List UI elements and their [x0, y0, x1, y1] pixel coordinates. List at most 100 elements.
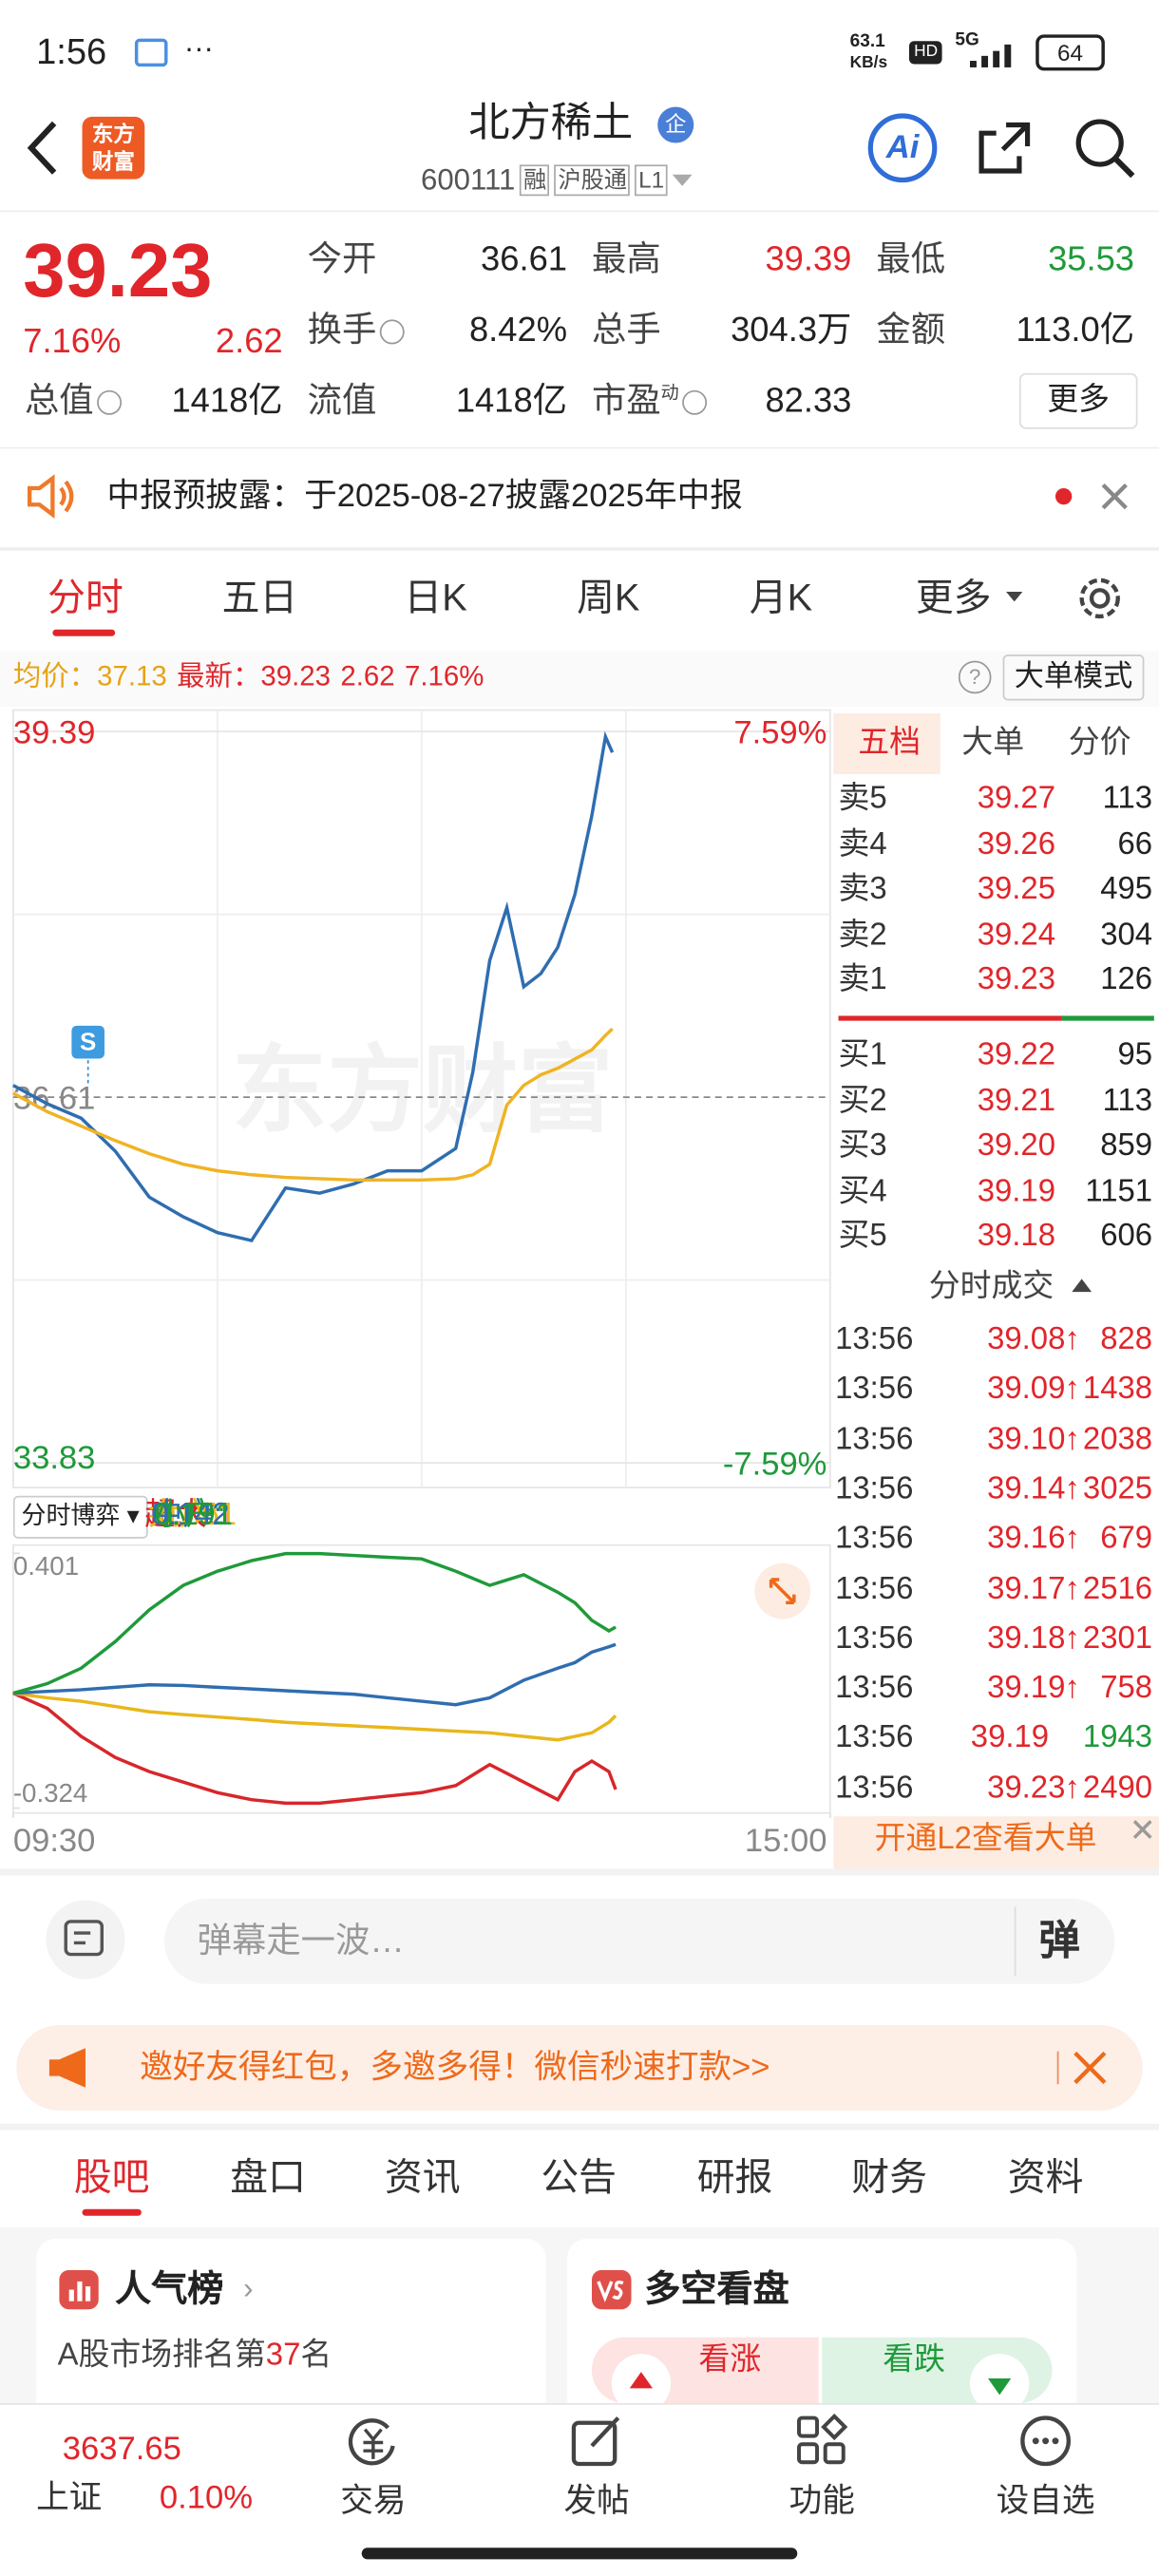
nav-label[interactable]: 功能 [788, 2483, 855, 2520]
share-button[interactable] [973, 117, 1036, 180]
banner-text: 邀好友得红包，多邀多得！微信秒速打款>> [140, 2049, 770, 2086]
flow-title[interactable]: 分时博弈 ▾ [12, 1495, 148, 1539]
sub-tab[interactable]: 资讯 [384, 2155, 461, 2199]
net-unit: KB/s [849, 54, 888, 73]
index-pct[interactable]: 0.10% [159, 2480, 254, 2517]
field-label: 金额 [876, 311, 946, 350]
book-tab[interactable]: 大单 [961, 726, 1025, 761]
field-value: 8.42% [468, 311, 568, 350]
trade-dir: ↑ [1064, 1372, 1080, 1408]
trade-dir: ↑ [1064, 1620, 1080, 1657]
tab[interactable]: 周K [577, 576, 640, 619]
series-line [12, 730, 615, 1242]
settings-button[interactable] [1074, 572, 1126, 624]
tab[interactable]: 分时 [48, 576, 124, 619]
nav-label[interactable]: 发帖 [563, 2483, 630, 2520]
down-label: 看跌 [883, 2342, 946, 2378]
field-value: 1418亿 [455, 382, 568, 420]
nav-label[interactable]: 交易 [340, 2483, 407, 2520]
watermark: 东方财富 [232, 1037, 613, 1144]
price: 39.23 [23, 227, 213, 313]
book-tab[interactable]: 五档 [858, 726, 922, 761]
book-label: 卖3 [838, 872, 887, 907]
back-button[interactable] [23, 119, 63, 178]
sub-tab[interactable]: 研报 [696, 2155, 773, 2199]
index-name[interactable]: 上证 [36, 2480, 103, 2517]
book-volume: 304 [1100, 917, 1153, 953]
chart-frame [11, 1544, 831, 1814]
banner[interactable] [16, 2024, 1143, 2111]
trade-volume: 2301 [1082, 1620, 1153, 1657]
sub-tab[interactable]: 财务 [851, 2155, 927, 2199]
chat-placeholder: 弹幕走一波… [197, 1922, 405, 1960]
tab[interactable]: 日K [404, 576, 467, 619]
tab[interactable]: 五日 [221, 576, 298, 619]
book-tab[interactable]: 分价 [1068, 726, 1131, 761]
tab-underline [52, 629, 116, 636]
field-value: 36.61 [481, 240, 568, 279]
divider [0, 210, 1159, 213]
big-order-mode[interactable]: 大单模式 [1002, 654, 1145, 700]
series-line [12, 1692, 618, 1806]
sub-tab[interactable]: 资料 [1007, 2155, 1084, 2199]
book-label: 卖5 [838, 782, 887, 817]
divider [1014, 1906, 1016, 1977]
tab[interactable]: 月K [749, 576, 813, 619]
sub-tab[interactable]: 股吧 [73, 2155, 150, 2199]
help-icon[interactable]: ? [958, 660, 992, 694]
field-value: 113.0亿 [1016, 311, 1135, 350]
sub-tab[interactable]: 公告 [541, 2155, 617, 2199]
more-button[interactable]: 更多 [1018, 372, 1138, 429]
book-volume: 113 [1102, 1083, 1153, 1118]
info-icon[interactable] [682, 389, 708, 415]
search-button[interactable] [1072, 115, 1137, 180]
book-volume: 113 [1102, 782, 1153, 817]
book-volume: 606 [1100, 1219, 1153, 1254]
stock-code: 600111 [421, 162, 516, 197]
l2-text[interactable]: 开通L2查看大单 [874, 1822, 1097, 1857]
ai-button[interactable]: Ai [867, 113, 938, 183]
trade-time: 13:56 [835, 1620, 914, 1657]
legend-value: -0.271 [144, 1498, 234, 1533]
field-value: 82.33 [765, 382, 852, 420]
logo: 东方 财富 [82, 116, 145, 180]
series-line [12, 1642, 617, 1707]
book-volume: 495 [1100, 872, 1153, 907]
active-tab-bg [833, 713, 940, 775]
divider [0, 1868, 1159, 1876]
close-button[interactable] [1072, 2050, 1108, 2086]
stock-name: 北方稀土 [468, 100, 634, 147]
rank-text: A股市场排名第37名 [58, 2339, 332, 2376]
chat-icon[interactable] [45, 1899, 127, 1981]
book-label: 卖1 [838, 962, 887, 997]
legend-value: -0.061 [147, 1498, 237, 1533]
field-label: 市盈动 [592, 380, 708, 422]
close-button[interactable] [1098, 480, 1131, 513]
flow-title-text: 分时博弈 [21, 1502, 121, 1531]
trade-price: 39.16 [987, 1522, 1066, 1557]
book-volume: 126 [1100, 962, 1153, 997]
nav-label[interactable]: 设自选 [996, 2483, 1095, 2520]
tag: 沪股通 [554, 165, 631, 197]
battery: 64 [1036, 34, 1105, 71]
trades-title[interactable]: 分时成交 [928, 1269, 1054, 1305]
rank-card[interactable] [36, 2238, 546, 2420]
book-label: 卖4 [838, 826, 887, 862]
watch-icon [1020, 2415, 1071, 2467]
info-icon[interactable] [379, 319, 405, 345]
collapse-arrow [1072, 1279, 1092, 1293]
status-icon [134, 38, 168, 67]
danmaku-button[interactable]: 弹 [1038, 1918, 1080, 1964]
notice-text[interactable]: 中报预披露：于2025-08-27披露2025年中报 [106, 478, 743, 515]
dropdown-arrow [672, 175, 693, 187]
megaphone [48, 2048, 86, 2088]
close-button[interactable] [1131, 1818, 1154, 1841]
change: 2.62 [215, 322, 283, 361]
index-value[interactable]: 3637.65 [62, 2431, 181, 2468]
sub-tab[interactable]: 盘口 [230, 2155, 306, 2199]
trade-dir: ↑ [1064, 1322, 1080, 1357]
chat-input[interactable] [164, 1898, 1115, 1984]
info-icon[interactable] [97, 389, 123, 415]
x-tick-label: 15:00 [745, 1823, 827, 1859]
tab[interactable]: 更多 [915, 576, 992, 619]
